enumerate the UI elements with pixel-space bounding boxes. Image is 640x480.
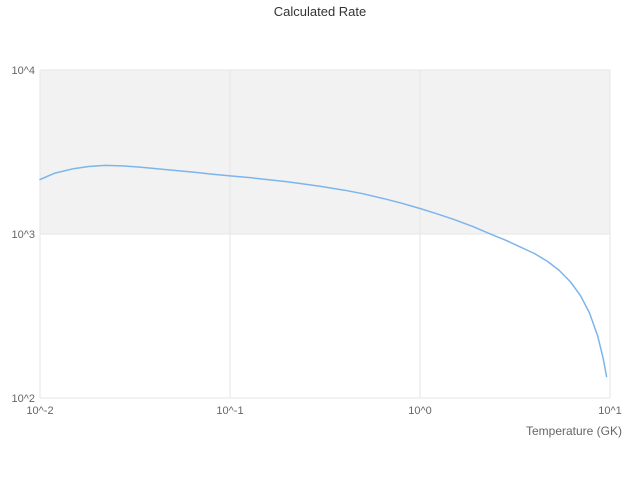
x-tick-label: 10^-1 [216,405,243,417]
y-tick-label: 10^4 [11,65,35,77]
chart-title: Calculated Rate [273,4,367,19]
x-tick-label: 10^-2 [26,405,53,417]
x-tick-label: 10^1 [598,405,622,417]
x-axis-title: Temperature (GK) [525,424,622,438]
decade-band [40,70,610,234]
y-tick-label: 10^3 [11,229,35,241]
y-tick-label: 10^2 [11,393,35,405]
x-tick-label: 10^0 [408,405,432,417]
rate-line [39,164,608,378]
